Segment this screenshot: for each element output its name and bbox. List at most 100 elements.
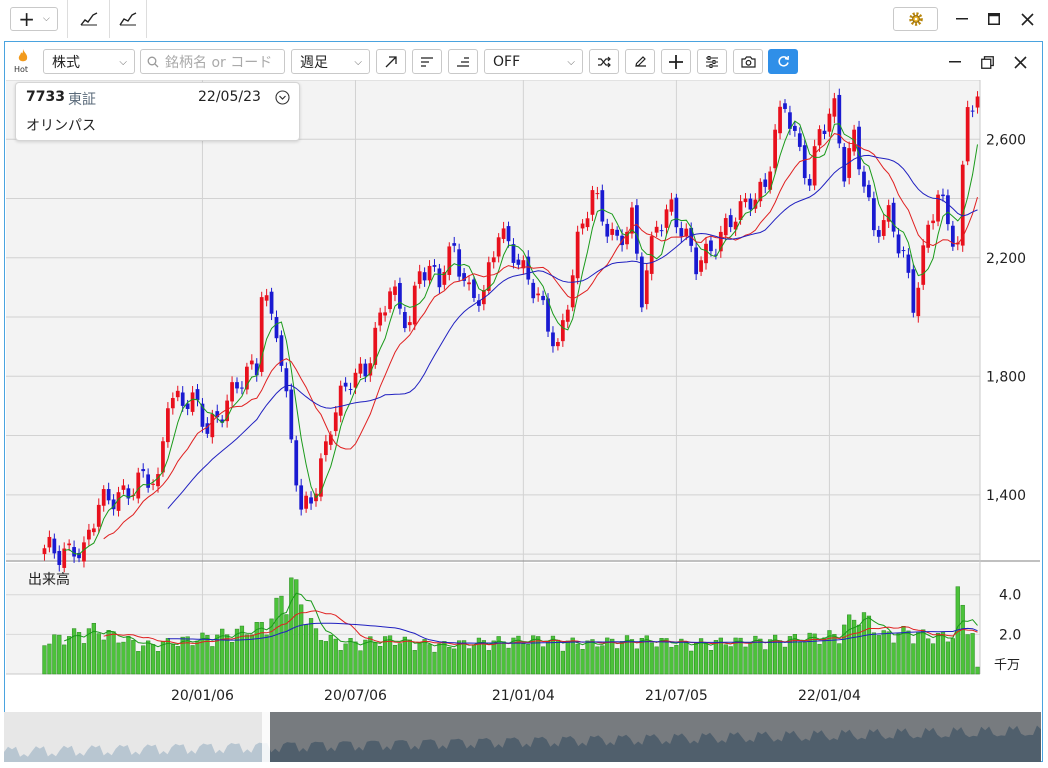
line-chart-icon[interactable]	[69, 4, 109, 34]
volume-bar	[575, 643, 580, 675]
price-chart[interactable]: 20/01/06 20/07/06 21/01/04 21/07/05 22/01/04…	[4, 80, 1042, 708]
candle-body	[748, 198, 753, 210]
navigator-strip[interactable]	[4, 712, 1041, 762]
fire-icon	[18, 49, 28, 62]
candle-body	[881, 220, 886, 236]
volume-bar	[921, 629, 926, 675]
minimize-icon[interactable]	[950, 6, 974, 32]
ma-mid-line	[103, 133, 978, 540]
volume-bar	[284, 614, 289, 675]
toolbar-divider	[146, 0, 147, 38]
candle-body	[941, 194, 945, 197]
chevron-down-icon: ⌵	[119, 57, 127, 68]
candle-body	[842, 146, 847, 182]
candle-body	[610, 228, 615, 235]
volume-bar	[101, 639, 106, 675]
screenshot-button[interactable]	[733, 49, 763, 74]
volume-bar	[76, 632, 82, 675]
align-right-button[interactable]	[448, 49, 478, 74]
crosshair-icon	[669, 54, 683, 69]
crosshair-button[interactable]	[661, 49, 691, 74]
candle-body	[970, 110, 975, 112]
candle-body	[965, 107, 970, 162]
stock-info-card[interactable]: 7733 東証 22/05/23 オリンパス	[15, 82, 300, 141]
panel-restore-icon[interactable]	[976, 50, 998, 74]
candle-body	[783, 103, 787, 109]
shuffle-button[interactable]	[589, 49, 619, 74]
volume-bar	[264, 634, 269, 675]
volume-bar	[131, 640, 136, 675]
align-left-icon	[421, 56, 433, 67]
candle-body	[353, 372, 358, 388]
candle-body	[491, 257, 496, 263]
align-left-button[interactable]	[412, 49, 442, 74]
candle-body	[496, 237, 501, 257]
volume-bar	[313, 628, 319, 675]
volume-bar	[772, 634, 778, 675]
volume-bar	[363, 639, 368, 675]
candle-body	[802, 145, 807, 179]
volume-bar	[674, 645, 679, 675]
candle-body	[328, 434, 333, 445]
volume-bar	[195, 640, 200, 675]
chevron-down-circle-icon[interactable]	[275, 90, 290, 105]
period-select[interactable]: 週足 ⌵	[291, 49, 370, 74]
candle-body	[768, 171, 773, 190]
volume-bar	[930, 643, 936, 675]
candle-body	[669, 199, 674, 212]
candle-body	[664, 209, 669, 228]
candle-body	[857, 126, 861, 170]
candle-body	[714, 254, 718, 256]
indicator-select[interactable]: OFF ⌵	[484, 49, 583, 74]
draw-button[interactable]	[625, 49, 655, 74]
refresh-button[interactable]	[768, 49, 798, 74]
candle-body	[916, 287, 921, 317]
candle-body	[166, 408, 170, 443]
volume-bar	[615, 648, 620, 675]
hot-button[interactable]: Hot	[11, 48, 35, 76]
close-icon[interactable]	[1015, 6, 1039, 32]
add-button[interactable]: + ⌵	[10, 7, 58, 31]
candle-body	[407, 322, 412, 326]
volume-bar	[871, 632, 876, 675]
panel-close-icon[interactable]	[1009, 50, 1031, 74]
candle-body	[136, 472, 141, 499]
candle-body	[447, 246, 452, 275]
settings-button[interactable]	[893, 7, 938, 31]
line-chart-alt-icon[interactable]	[110, 4, 146, 34]
candle-body	[363, 363, 368, 377]
volume-bar	[644, 635, 649, 675]
volume-bar	[703, 642, 709, 675]
maximize-icon[interactable]	[982, 6, 1006, 32]
volume-bar	[698, 638, 704, 675]
volume-bar	[141, 645, 146, 675]
candle-body	[605, 223, 610, 237]
candle-body	[264, 295, 269, 301]
candle-body	[225, 400, 230, 422]
candle-body	[763, 179, 768, 187]
volume-bar	[975, 666, 980, 675]
panel-minimize-icon[interactable]	[944, 50, 966, 74]
candle-body	[402, 312, 407, 329]
candle-body	[753, 199, 758, 209]
volume-bar	[531, 635, 536, 675]
volume-bar	[348, 638, 353, 675]
candle-body	[743, 198, 748, 203]
volume-bar	[86, 628, 92, 675]
volume-bar	[639, 638, 644, 675]
candle-body	[378, 312, 383, 326]
trend-arrow-button[interactable]	[376, 49, 406, 74]
volume-bar	[67, 636, 72, 675]
candle-body	[975, 96, 980, 108]
volume-bar	[555, 639, 561, 675]
gear-icon	[908, 12, 923, 26]
type-select[interactable]: 株式 ⌵	[43, 49, 135, 74]
search-input[interactable]: 銘柄名 or コード	[140, 49, 285, 74]
volume-bar	[190, 645, 195, 675]
candle-body	[319, 458, 323, 497]
volume-bar	[338, 650, 343, 675]
volume-bar	[876, 635, 881, 675]
settings-sliders-button[interactable]	[697, 49, 727, 74]
candle-body	[871, 198, 876, 231]
volume-bar	[654, 646, 659, 675]
